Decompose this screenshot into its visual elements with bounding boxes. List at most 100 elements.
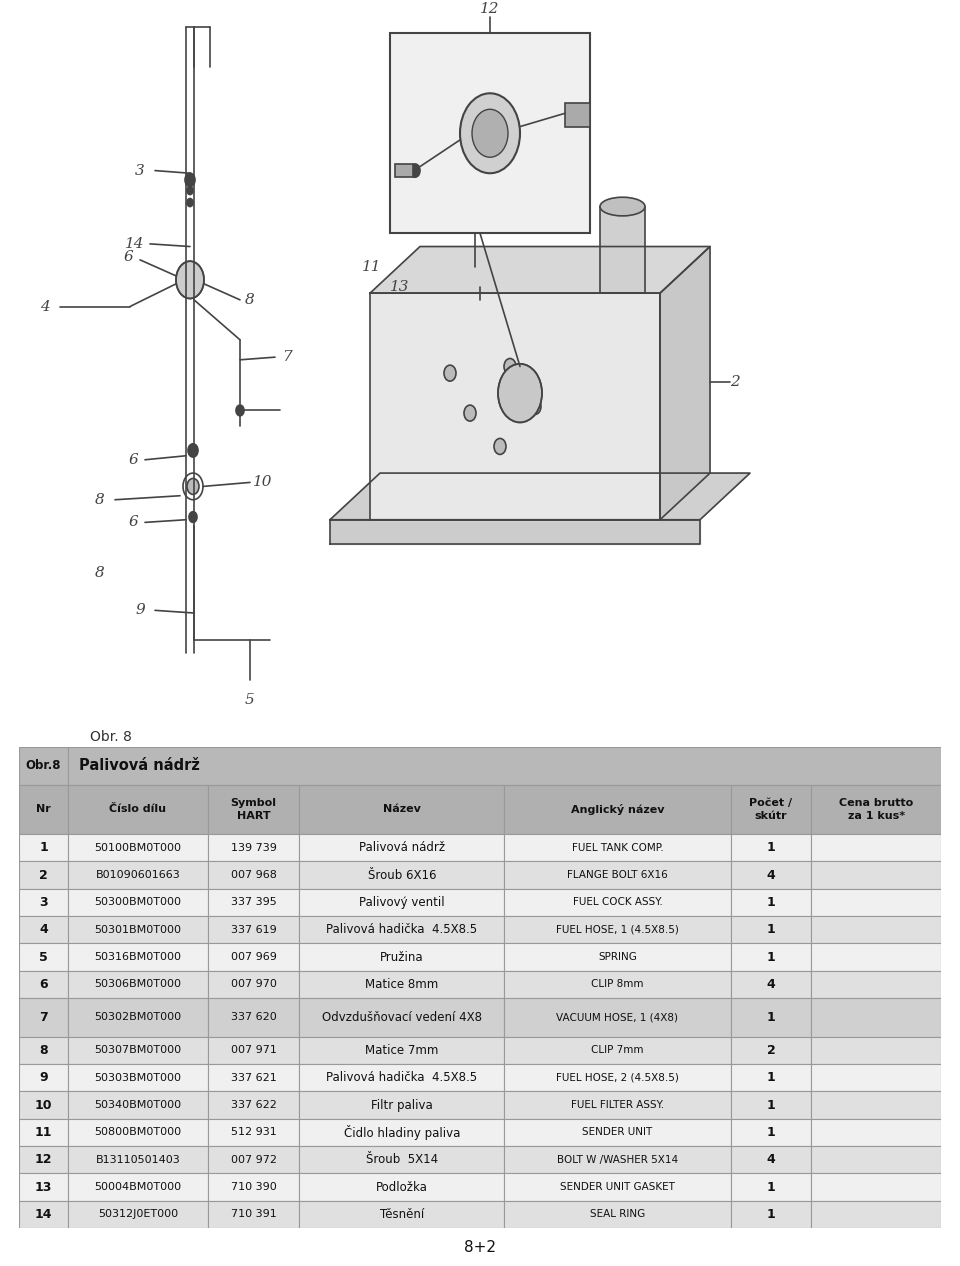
Text: 11: 11 [362, 260, 382, 273]
Bar [504, 861, 731, 889]
Bar [811, 1146, 941, 1174]
Bar [68, 1037, 207, 1063]
Bar [811, 861, 941, 889]
Text: 007 972: 007 972 [230, 1155, 276, 1165]
Text: 3: 3 [135, 163, 145, 177]
Text: FUEL HOSE, 1 (4.5X8.5): FUEL HOSE, 1 (4.5X8.5) [556, 924, 679, 934]
Text: 1: 1 [767, 1071, 776, 1084]
Text: SPRING: SPRING [598, 952, 636, 962]
Bar [19, 785, 68, 834]
Text: 50307BM0T000: 50307BM0T000 [94, 1046, 181, 1056]
Bar [207, 1119, 300, 1146]
Text: 337 395: 337 395 [230, 898, 276, 908]
Bar [504, 998, 731, 1037]
Bar [504, 971, 731, 998]
Text: CLIP 7mm: CLIP 7mm [591, 1046, 644, 1056]
Bar [68, 943, 207, 971]
Text: Počet /
skútr: Počet / skútr [750, 798, 793, 820]
Text: 6: 6 [128, 515, 138, 529]
Text: B01090601663: B01090601663 [95, 870, 180, 880]
Text: FUEL TANK COMP.: FUEL TANK COMP. [571, 843, 663, 853]
Text: Šroub  5X14: Šroub 5X14 [366, 1153, 438, 1166]
Text: 5: 5 [39, 951, 48, 963]
Text: 6: 6 [123, 251, 132, 265]
Text: 4: 4 [39, 923, 48, 937]
Circle shape [444, 365, 456, 381]
Text: 6: 6 [128, 453, 138, 467]
Bar [207, 998, 300, 1037]
Bar [19, 943, 68, 971]
Bar [19, 971, 68, 998]
Text: 9: 9 [135, 604, 145, 618]
Bar [731, 1119, 811, 1146]
Bar [19, 1091, 68, 1119]
Text: Obr. 8: Obr. 8 [90, 730, 132, 744]
Bar [68, 861, 207, 889]
Circle shape [529, 399, 541, 414]
Bar [68, 747, 941, 785]
Bar [300, 861, 504, 889]
Text: 007 970: 007 970 [230, 980, 276, 990]
Text: Obr.8: Obr.8 [26, 760, 61, 772]
Text: 10: 10 [253, 476, 273, 490]
Bar [19, 1174, 68, 1200]
Bar [300, 1146, 504, 1174]
Bar [207, 834, 300, 861]
Text: 8: 8 [39, 1044, 48, 1057]
Text: Matice 7mm: Matice 7mm [365, 1044, 439, 1057]
Text: CLIP 8mm: CLIP 8mm [591, 980, 644, 990]
Text: 710 390: 710 390 [230, 1182, 276, 1193]
Text: 7: 7 [282, 351, 292, 365]
Bar [207, 1146, 300, 1174]
Bar [68, 971, 207, 998]
Text: Palivová hadička  4.5X8.5: Palivová hadička 4.5X8.5 [326, 923, 477, 937]
Bar [731, 1200, 811, 1228]
Bar [207, 1037, 300, 1063]
Polygon shape [370, 294, 660, 520]
Text: SENDER UNIT: SENDER UNIT [583, 1127, 653, 1137]
Bar [300, 1037, 504, 1063]
Text: 4: 4 [767, 977, 776, 991]
Bar [300, 971, 504, 998]
Bar [300, 1119, 504, 1146]
Bar [207, 861, 300, 889]
Text: Filtr paliva: Filtr paliva [371, 1099, 433, 1112]
Circle shape [460, 94, 520, 173]
Bar [207, 1063, 300, 1091]
Circle shape [185, 173, 195, 186]
Text: 14: 14 [35, 1208, 52, 1220]
Text: SENDER UNIT GASKET: SENDER UNIT GASKET [560, 1182, 675, 1193]
Bar [390, 33, 590, 233]
Text: 4: 4 [40, 300, 50, 314]
Bar [504, 1037, 731, 1063]
Text: FUEL HOSE, 2 (4.5X8.5): FUEL HOSE, 2 (4.5X8.5) [556, 1072, 679, 1082]
Bar [811, 998, 941, 1037]
Text: 2: 2 [39, 868, 48, 881]
Bar [731, 785, 811, 834]
Bar [811, 1200, 941, 1228]
Bar [19, 1200, 68, 1228]
Polygon shape [370, 247, 710, 294]
Bar [811, 889, 941, 917]
Text: 13: 13 [35, 1180, 52, 1194]
Bar [504, 943, 731, 971]
Bar [731, 1146, 811, 1174]
Text: 7: 7 [39, 1010, 48, 1024]
Bar [731, 834, 811, 861]
Text: Těsnění: Těsnění [380, 1208, 424, 1220]
Bar [207, 1200, 300, 1228]
Bar [504, 917, 731, 943]
Bar [504, 1200, 731, 1228]
Bar [811, 917, 941, 943]
Text: 337 621: 337 621 [230, 1072, 276, 1082]
Bar [207, 889, 300, 917]
Text: 50004BM0T000: 50004BM0T000 [94, 1182, 181, 1193]
Text: Palivová nádrž: Palivová nádrž [79, 758, 200, 774]
Bar [68, 998, 207, 1037]
Text: 1: 1 [767, 1125, 776, 1139]
Bar [731, 917, 811, 943]
Bar [731, 1063, 811, 1091]
Bar [300, 943, 504, 971]
Text: BOLT W /WASHER 5X14: BOLT W /WASHER 5X14 [557, 1155, 678, 1165]
Circle shape [189, 511, 197, 523]
